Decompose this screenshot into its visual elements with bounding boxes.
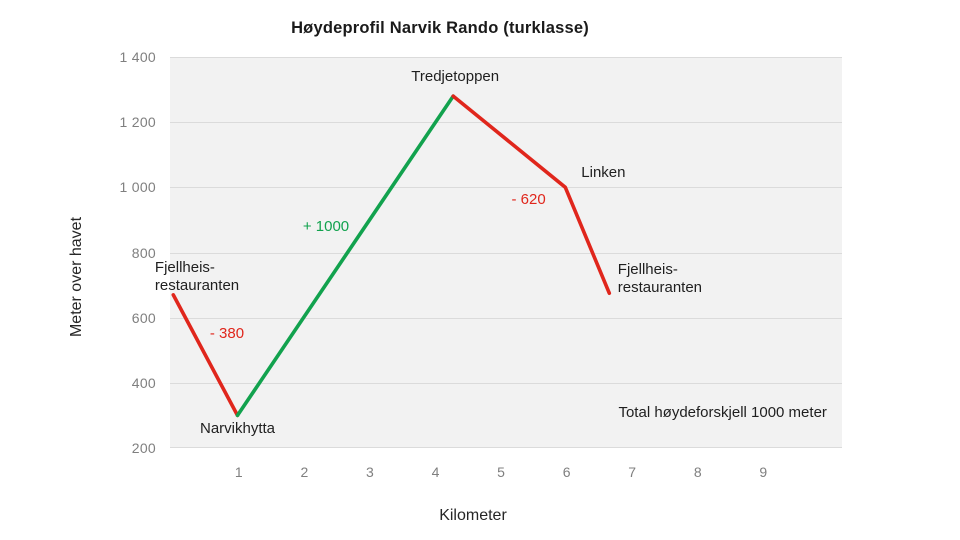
- annotation-note-total-elevation: Total høydeforskjell 1000 meter: [618, 404, 826, 422]
- annotation-line: Tredjetoppen: [411, 68, 500, 86]
- annotation-line: Fjellheis-: [154, 259, 215, 277]
- annotation-line: restauranten: [617, 278, 703, 296]
- gridline-1200: [170, 122, 842, 123]
- y-tick-label-600: 600: [131, 309, 156, 326]
- y-tick-label-1000: 1 000: [119, 179, 156, 196]
- annotation-line: Narvikhytta: [199, 420, 276, 438]
- annotation-line: restauranten: [154, 277, 240, 295]
- gridline-600: [170, 318, 842, 319]
- series-segment-descent-to-fjellheisrestauranten: [451, 94, 612, 295]
- annotation-line: Fjellheis-: [617, 260, 678, 278]
- gridline-800: [170, 253, 842, 254]
- series-segment-descent-to-narvikhytta: [171, 293, 240, 418]
- x-tick-label-7: 7: [628, 464, 637, 480]
- annotation-line: Total høydeforskjell 1000 meter: [618, 404, 827, 422]
- x-axis-title: Kilometer: [439, 507, 507, 524]
- gridline-400: [170, 383, 842, 384]
- annotation-label-linken: Linken: [581, 164, 625, 182]
- annotation-label-start-fjellheisrestauranten: Fjellheis-restauranten: [155, 259, 239, 295]
- x-tick-label-6: 6: [562, 464, 571, 480]
- gridline-200: [170, 447, 842, 448]
- x-tick-label-3: 3: [366, 464, 374, 480]
- y-tick-label-1400: 1 400: [119, 49, 156, 65]
- gridline-1400: [170, 57, 842, 58]
- gridline-1000: [170, 187, 842, 188]
- x-tick-label-2: 2: [300, 464, 309, 480]
- y-tick-label-800: 800: [131, 244, 156, 261]
- annotation-delta-descent-2: - 620: [511, 191, 545, 209]
- y-tick-label-1200: 1 200: [119, 114, 156, 131]
- annotation-line: + 1000: [302, 218, 350, 236]
- annotation-line: - 620: [511, 191, 546, 208]
- x-tick-label-4: 4: [431, 464, 440, 480]
- annotation-delta-descent-1: - 380: [210, 325, 244, 343]
- x-tick-label-9: 9: [759, 464, 768, 480]
- annotation-label-narvikhytta: Narvikhytta: [200, 420, 275, 438]
- x-tick-label-1: 1: [234, 464, 243, 480]
- elevation-profile-line: [171, 94, 612, 418]
- annotation-delta-ascent: + 1000: [303, 218, 349, 236]
- chart-title: Høydeprofil Narvik Rando (turklasse): [291, 19, 589, 37]
- annotation-label-tredjetoppen: Tredjetoppen: [411, 68, 499, 86]
- series-segment-ascent-to-tredjetoppen: [235, 94, 456, 418]
- y-tick-label-200: 200: [131, 440, 156, 456]
- annotation-line: - 380: [209, 325, 245, 343]
- annotation-label-end-fjellheisrestauranten: Fjellheis-restauranten: [618, 261, 702, 297]
- annotation-line: Linken: [581, 164, 626, 182]
- plot-area: Fjellheis-restauranten - 380 Narvikhytta + …: [155, 57, 842, 448]
- y-tick-label-400: 400: [131, 374, 156, 391]
- x-tick-label-8: 8: [693, 464, 702, 480]
- x-tick-label-5: 5: [497, 464, 505, 480]
